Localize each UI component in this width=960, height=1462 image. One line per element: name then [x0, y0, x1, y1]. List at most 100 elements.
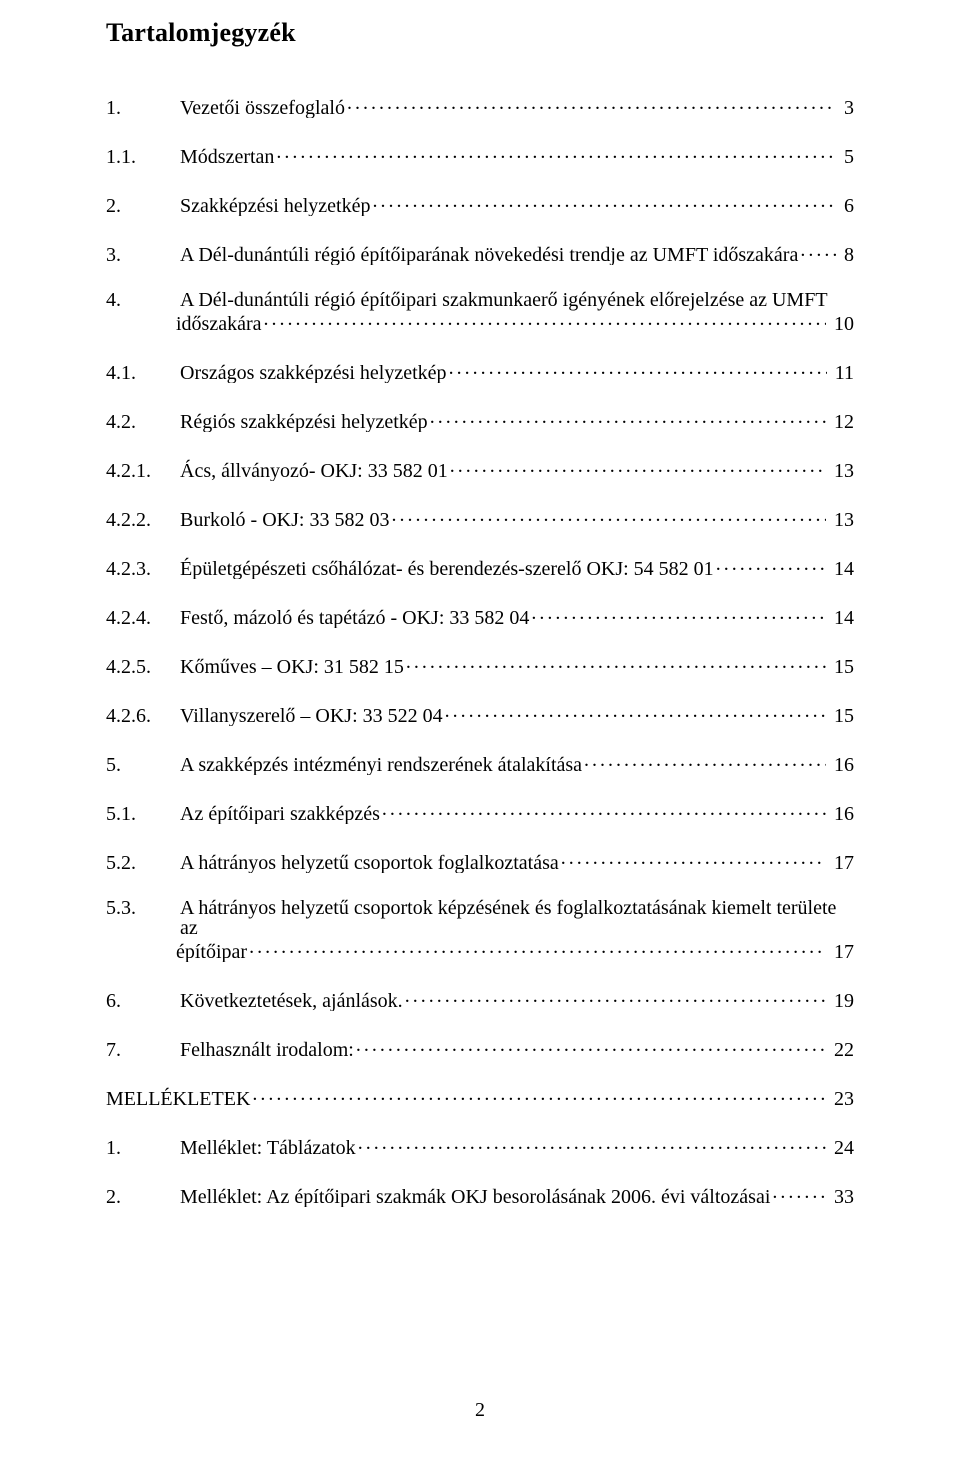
- toc-entry-text: A hátrányos helyzetű csoportok képzéséne…: [180, 898, 840, 938]
- toc-entry-number: 4.2.5.: [106, 657, 180, 677]
- toc-dot-leader: [531, 604, 826, 624]
- toc-dot-leader: [382, 800, 826, 820]
- toc-entry-text: Felhasznált irodalom:: [180, 1040, 354, 1060]
- toc-entry-page: 17: [828, 853, 854, 873]
- toc-row: 2.Szakképzési helyzetkép 6: [106, 192, 854, 216]
- toc-row: 5.2.A hátrányos helyzetű csoportok fogla…: [106, 849, 854, 873]
- toc-entry-text: Vezetői összefoglaló: [180, 98, 345, 118]
- toc-entry-text: Ács, állványozó- OKJ: 33 582 01: [180, 461, 448, 481]
- toc-entry-text: Festő, mázoló és tapétázó - OKJ: 33 582 …: [180, 608, 529, 628]
- toc-entry-text: Melléklet: Az építőipari szakmák OKJ bes…: [180, 1187, 770, 1207]
- toc-row: 2.Melléklet: Az építőipari szakmák OKJ b…: [106, 1183, 854, 1207]
- toc-entry-page: 14: [828, 608, 854, 628]
- toc-entry-text: MELLÉKLETEK: [106, 1089, 250, 1109]
- toc-title: Tartalomjegyzék: [106, 18, 854, 48]
- toc-row: 4.2.2.Burkoló - OKJ: 33 582 03 13: [106, 506, 854, 530]
- toc-entry-page: 19: [828, 991, 854, 1011]
- toc-row: 1.1.Módszertan 5: [106, 143, 854, 167]
- toc-entry-text: Kőműves – OKJ: 31 582 15: [180, 657, 404, 677]
- toc-dot-leader: [264, 310, 826, 330]
- toc-dot-leader: [450, 457, 826, 477]
- toc-row: 1.Vezetői összefoglaló3: [106, 94, 854, 118]
- toc-entry-number: 4.2.3.: [106, 559, 180, 579]
- toc-entry-page: 5: [838, 147, 854, 167]
- toc-entry-number: 1.: [106, 1138, 180, 1158]
- toc-entry-number: 4.1.: [106, 363, 180, 383]
- toc-dot-leader: [406, 653, 826, 673]
- toc-dot-leader: [276, 143, 836, 163]
- toc-entry-text: A Dél-dunántúli régió építőipari szakmun…: [180, 290, 828, 310]
- toc-row: 4.A Dél-dunántúli régió építőipari szakm…: [106, 290, 854, 334]
- toc-row: 4.2.Régiós szakképzési helyzetkép 12: [106, 408, 854, 432]
- toc-entry-text: Országos szakképzési helyzetkép: [180, 363, 447, 383]
- toc-entry-text: A szakképzés intézményi rendszerének áta…: [180, 755, 582, 775]
- toc-entry-page: 15: [828, 706, 854, 726]
- toc-entry-number: 4.2.4.: [106, 608, 180, 628]
- toc-list: 1.Vezetői összefoglaló31.1.Módszertan52.…: [106, 94, 854, 1207]
- toc-entry-page: 16: [828, 755, 854, 775]
- toc-row: 3.A Dél-dunántúli régió építőiparának nö…: [106, 241, 854, 265]
- page-number: 2: [0, 1399, 960, 1422]
- toc-row: 5.A szakképzés intézményi rendszerének á…: [106, 751, 854, 775]
- toc-dot-leader: [249, 938, 826, 958]
- toc-entry-page: 24: [828, 1138, 854, 1158]
- toc-row: 6.Következtetések, ajánlások. 19: [106, 987, 854, 1011]
- toc-dot-leader: [445, 702, 826, 722]
- toc-entry-text-continued: építőipar: [176, 942, 247, 962]
- toc-row: 4.2.4.Festő, mázoló és tapétázó - OKJ: 3…: [106, 604, 854, 628]
- toc-entry-number: 5.1.: [106, 804, 180, 824]
- toc-entry-number: 1.1.: [106, 147, 180, 167]
- toc-row: 7.Felhasznált irodalom:22: [106, 1036, 854, 1060]
- toc-entry-text: Az építőipari szakképzés: [180, 804, 380, 824]
- toc-row: 5.1.Az építőipari szakképzés 16: [106, 800, 854, 824]
- toc-entry-text: Melléklet: Táblázatok: [180, 1138, 356, 1158]
- toc-entry-page: 14: [828, 559, 854, 579]
- toc-entry-number: 1.: [106, 98, 180, 118]
- toc-entry-page: 13: [828, 461, 854, 481]
- toc-entry-number: 4.2.6.: [106, 706, 180, 726]
- toc-dot-leader: [772, 1183, 826, 1203]
- toc-entry-text: Következtetések, ajánlások.: [180, 991, 403, 1011]
- toc-entry-number: 4.2.1.: [106, 461, 180, 481]
- toc-dot-leader: [347, 94, 836, 114]
- toc-row: MELLÉKLETEK23: [106, 1085, 854, 1109]
- toc-entry-number: 6.: [106, 991, 180, 1011]
- toc-entry-page: 17: [828, 942, 854, 962]
- toc-entry-text: Régiós szakképzési helyzetkép: [180, 412, 428, 432]
- toc-entry-text-continued: időszakára: [176, 314, 262, 334]
- toc-entry-number: 4.2.2.: [106, 510, 180, 530]
- toc-entry-number: 2.: [106, 1187, 180, 1207]
- document-page: Tartalomjegyzék 1.Vezetői összefoglaló31…: [0, 0, 960, 1462]
- toc-entry-text: Módszertan: [180, 147, 274, 167]
- toc-entry-text: Épületgépészeti csőhálózat- és berendezé…: [180, 559, 714, 579]
- toc-entry-page: 6: [838, 196, 854, 216]
- toc-entry-page: 15: [828, 657, 854, 677]
- toc-row: 5.3.A hátrányos helyzetű csoportok képzé…: [106, 898, 854, 962]
- toc-entry-page: 16: [828, 804, 854, 824]
- toc-entry-page: 12: [828, 412, 854, 432]
- toc-entry-text: A Dél-dunántúli régió építőiparának növe…: [180, 245, 798, 265]
- toc-entry-number: 4.: [106, 290, 180, 310]
- toc-entry-page: 11: [829, 363, 854, 383]
- toc-dot-leader: [584, 751, 826, 771]
- toc-dot-leader: [561, 849, 826, 869]
- toc-entry-number: 5.: [106, 755, 180, 775]
- toc-entry-text: Szakképzési helyzetkép: [180, 196, 370, 216]
- toc-entry-text: Burkoló - OKJ: 33 582 03: [180, 510, 389, 530]
- toc-dot-leader: [391, 506, 826, 526]
- toc-entry-text: Villanyszerelő – OKJ: 33 522 04: [180, 706, 443, 726]
- toc-dot-leader: [800, 241, 836, 261]
- toc-dot-leader: [449, 359, 827, 379]
- toc-dot-leader: [405, 987, 826, 1007]
- toc-row: 4.2.1.Ács, állványozó- OKJ: 33 582 01 13: [106, 457, 854, 481]
- toc-dot-leader: [358, 1134, 826, 1154]
- toc-entry-page: 33: [828, 1187, 854, 1207]
- toc-entry-number: 4.2.: [106, 412, 180, 432]
- toc-entry-number: 2.: [106, 196, 180, 216]
- toc-entry-page: 13: [828, 510, 854, 530]
- toc-dot-leader: [716, 555, 826, 575]
- toc-entry-number: 5.2.: [106, 853, 180, 873]
- toc-dot-leader: [252, 1085, 826, 1105]
- toc-dot-leader: [356, 1036, 826, 1056]
- toc-entry-page: 10: [828, 314, 854, 334]
